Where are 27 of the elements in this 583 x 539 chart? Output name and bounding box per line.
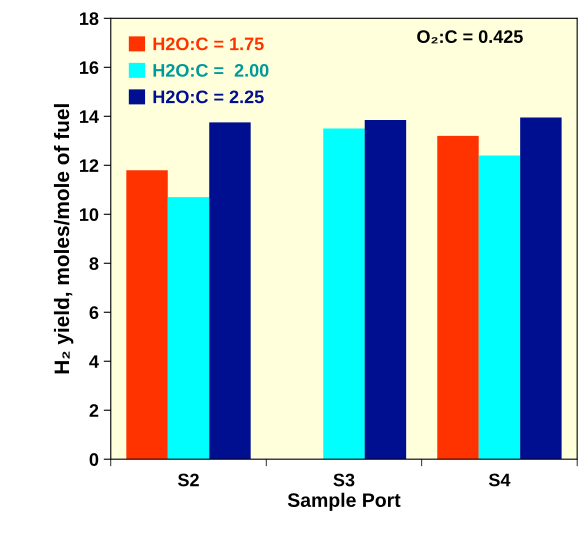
bar xyxy=(478,155,520,460)
y-tick-label: 16 xyxy=(80,61,98,74)
x-tick-label: S3 xyxy=(333,474,354,486)
y-tick-label: 4 xyxy=(89,355,99,368)
bar xyxy=(209,122,251,460)
y-tick-label: 8 xyxy=(89,257,98,270)
annotation: O₂:C = 0.425 xyxy=(417,30,523,44)
y-tick-label: 18 xyxy=(80,12,98,26)
y-tick-label: 0 xyxy=(90,453,98,466)
y-tick-label: 12 xyxy=(80,159,98,172)
bar xyxy=(520,118,562,460)
legend-label: H2O:C = 1.75 xyxy=(154,37,264,50)
bar xyxy=(364,120,406,460)
bar xyxy=(437,136,479,460)
bar xyxy=(126,170,168,460)
y-axis-title: H₂ yield, moles/mole of fuel xyxy=(54,104,74,374)
bar xyxy=(323,128,365,460)
y-tick-label: 6 xyxy=(90,306,98,319)
y-tick-label: 14 xyxy=(80,110,99,123)
x-tick-label: S4 xyxy=(488,474,510,486)
legend-label: H2O:C = 2.00 xyxy=(154,64,268,77)
y-tick-label: 2 xyxy=(90,404,98,417)
x-tick-label: S2 xyxy=(178,474,199,486)
bar xyxy=(168,197,210,460)
y-tick-label: 10 xyxy=(80,208,98,222)
x-axis-title: Sample Port xyxy=(288,492,400,511)
legend-label: H2O:C = 2.25 xyxy=(154,90,264,104)
